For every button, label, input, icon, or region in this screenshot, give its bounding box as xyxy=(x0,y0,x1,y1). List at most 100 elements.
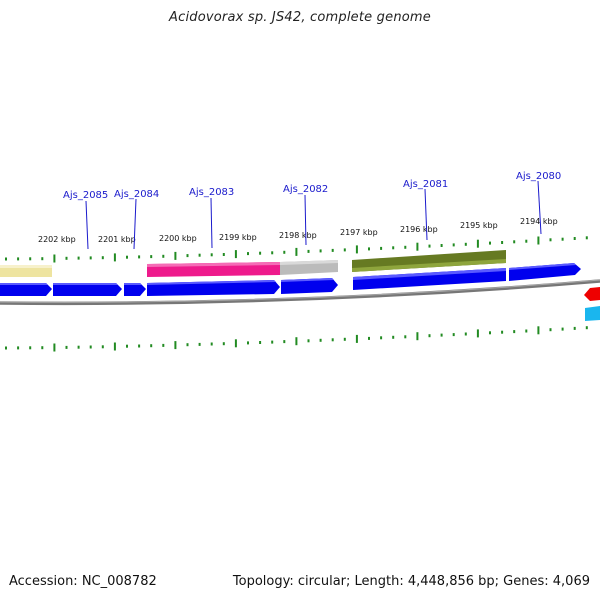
leader-line-ajs2081 xyxy=(424,188,428,241)
inner-tick xyxy=(210,342,213,346)
inner-tick xyxy=(585,326,588,330)
outer-tick xyxy=(65,256,68,260)
inner-tick xyxy=(452,333,455,337)
outer-tick xyxy=(77,256,80,260)
cds-arrow-2[interactable] xyxy=(53,283,122,296)
map-title: Acidovorax sp. JS42, complete genome xyxy=(169,10,431,25)
inner-tick xyxy=(101,345,104,349)
outer-tick xyxy=(89,256,92,260)
leader-line-ajs2084 xyxy=(133,198,137,250)
tick-label-2198: 2198 kbp xyxy=(279,231,317,240)
outer-tick xyxy=(29,257,32,261)
outer-tick xyxy=(41,257,44,261)
gene-label-ajs2082[interactable]: Ajs_2082 xyxy=(283,184,328,195)
inner-tick xyxy=(428,334,431,338)
cds-arrow-7[interactable] xyxy=(509,263,581,281)
inner-tick xyxy=(307,339,310,343)
outer-tick xyxy=(355,245,358,254)
inner-tick xyxy=(222,342,225,346)
outer-tick xyxy=(113,253,116,262)
outer-tick xyxy=(186,254,189,258)
outer-tick xyxy=(440,244,443,247)
inner-tick xyxy=(234,339,237,348)
outer-tick xyxy=(331,248,334,252)
inner-tick xyxy=(501,330,504,334)
leader-line-ajs2080 xyxy=(537,180,542,235)
inner-tick xyxy=(380,336,383,340)
outer-tick xyxy=(17,257,20,261)
outer-tick xyxy=(126,255,128,259)
gene-label-ajs2085[interactable]: Ajs_2085 xyxy=(63,190,108,201)
gene-label-ajs2081[interactable]: Ajs_2081 xyxy=(403,179,448,190)
gene-label-ajs2080[interactable]: Ajs_2080 xyxy=(516,171,561,182)
tick-label-2194: 2194 kbp xyxy=(520,217,558,226)
leader-line-ajs2082 xyxy=(304,194,307,246)
outer-tick xyxy=(573,237,576,240)
inner-tick xyxy=(343,337,346,341)
inner-tick xyxy=(513,330,516,334)
outer-tick xyxy=(380,246,383,250)
outer-tick xyxy=(210,253,213,257)
outer-tick xyxy=(489,241,491,245)
gene-label-ajs2083[interactable]: Ajs_2083 xyxy=(189,187,234,198)
inner-tick xyxy=(416,332,419,341)
outer-tick xyxy=(549,238,552,242)
gene-labels: Ajs_2085 Ajs_2084 Ajs_2083 Ajs_2082 Ajs_… xyxy=(63,171,561,250)
outer-tick xyxy=(368,247,370,251)
inner-tick xyxy=(186,343,189,347)
feature-cyan[interactable] xyxy=(585,306,600,321)
cds-arrow-5[interactable] xyxy=(281,278,338,294)
inner-tick xyxy=(392,335,395,339)
outer-tick xyxy=(404,245,407,249)
gene-label-ajs2084[interactable]: Ajs_2084 xyxy=(114,189,159,200)
tick-label-2197: 2197 kbp xyxy=(340,228,378,237)
inner-tick xyxy=(573,326,576,330)
outer-tick xyxy=(247,252,249,256)
inner-tick xyxy=(464,332,467,336)
outer-tick xyxy=(259,251,262,255)
outer-tick xyxy=(53,254,56,263)
accession-text: Accession: NC_008782 xyxy=(9,574,157,589)
inner-tick xyxy=(89,345,92,349)
outer-tick xyxy=(501,241,504,244)
inner-tick xyxy=(65,345,68,349)
outer-tick xyxy=(295,247,298,256)
inner-tick xyxy=(5,346,7,350)
outer-tick xyxy=(513,240,516,244)
outer-tick xyxy=(162,254,165,258)
outer-tick xyxy=(283,250,286,254)
inner-tick xyxy=(561,327,564,331)
outer-tick xyxy=(428,244,431,248)
tick-label-2195: 2195 kbp xyxy=(460,221,498,230)
outer-tick xyxy=(307,249,310,253)
cds-arrow-1[interactable] xyxy=(0,283,52,296)
cds-arrow-3[interactable] xyxy=(124,283,146,296)
outer-tick xyxy=(585,236,588,240)
outer-tick xyxy=(198,253,201,257)
inner-tick xyxy=(174,341,177,350)
cds-track xyxy=(0,263,581,296)
outer-tick xyxy=(464,242,467,246)
outer-tick xyxy=(101,256,104,260)
outer-tick xyxy=(271,251,274,255)
inner-tick xyxy=(319,338,322,342)
inner-tick xyxy=(368,336,370,340)
outer-tick xyxy=(537,236,540,245)
cds-arrow-4[interactable] xyxy=(147,280,280,296)
scale-labels: 2202 kbp 2201 kbp 2200 kbp 2199 kbp 2198… xyxy=(38,217,558,244)
inner-tick xyxy=(138,344,141,348)
feature-track-upper xyxy=(0,250,506,277)
inner-tick xyxy=(537,326,540,335)
feature-red[interactable] xyxy=(584,287,600,301)
inner-tick xyxy=(283,340,286,344)
outer-tick xyxy=(392,246,395,250)
outer-tick xyxy=(476,239,479,248)
inner-tick xyxy=(41,346,44,350)
outer-tick xyxy=(234,250,237,259)
cds-arrow-6[interactable] xyxy=(353,268,506,290)
inner-tick xyxy=(549,328,552,332)
tick-label-2200: 2200 kbp xyxy=(159,234,197,243)
inner-tick xyxy=(331,338,334,342)
outer-tick xyxy=(525,239,528,243)
